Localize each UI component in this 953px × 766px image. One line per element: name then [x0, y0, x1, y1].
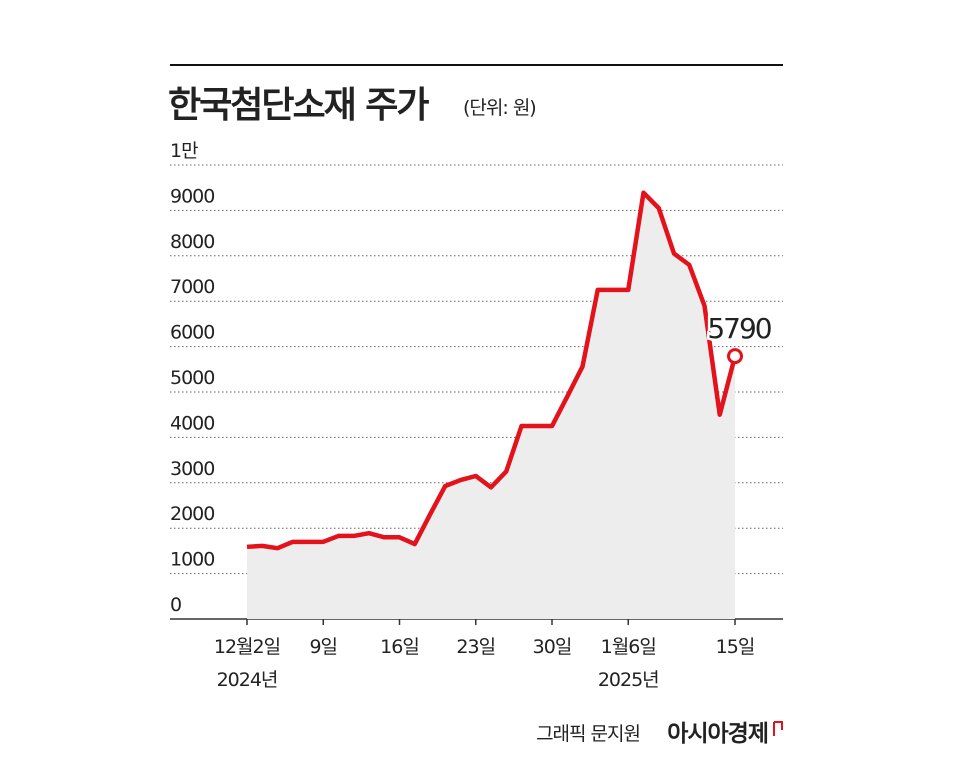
y-tick-label: 1만 [170, 140, 198, 162]
unit-label: (단위: 원) [463, 97, 536, 119]
source-logo-mark [773, 721, 783, 736]
chart-title: 한국첨단소재 주가 [168, 85, 429, 126]
x-tick-sublabel: 2024년 [217, 669, 278, 691]
source: 아시아경제 [667, 721, 768, 747]
x-tick-label: 30일 [533, 636, 572, 658]
x-tick-label: 9일 [309, 636, 337, 658]
line [246, 190, 738, 551]
end-marker [727, 348, 743, 365]
x-tick-label: 1월6일 [601, 636, 656, 658]
end-value-label: 5790 [707, 312, 770, 345]
y-tick-label: 3000 [170, 458, 214, 480]
y-tick-label: 1000 [170, 549, 214, 571]
y-tick-label: 5000 [170, 367, 214, 389]
y-tick-label: 2000 [170, 503, 214, 525]
y-tick-label: 4000 [170, 412, 214, 434]
x-tick-label: 15일 [716, 636, 755, 658]
x-tick-label: 16일 [380, 636, 419, 658]
x-tick-label: 23일 [456, 636, 495, 658]
x-tick-sublabel: 2025년 [598, 669, 659, 691]
y-tick-label: 9000 [170, 185, 214, 207]
y-tick-label: 0 [170, 594, 181, 616]
y-tick-label: 8000 [170, 231, 214, 253]
x-tick-label: 12월2일 [214, 636, 280, 658]
y-tick-label: 6000 [170, 322, 214, 344]
y-tick-label: 7000 [170, 276, 214, 298]
credit: 그래픽 문지원 [536, 723, 640, 745]
area [247, 192, 735, 619]
